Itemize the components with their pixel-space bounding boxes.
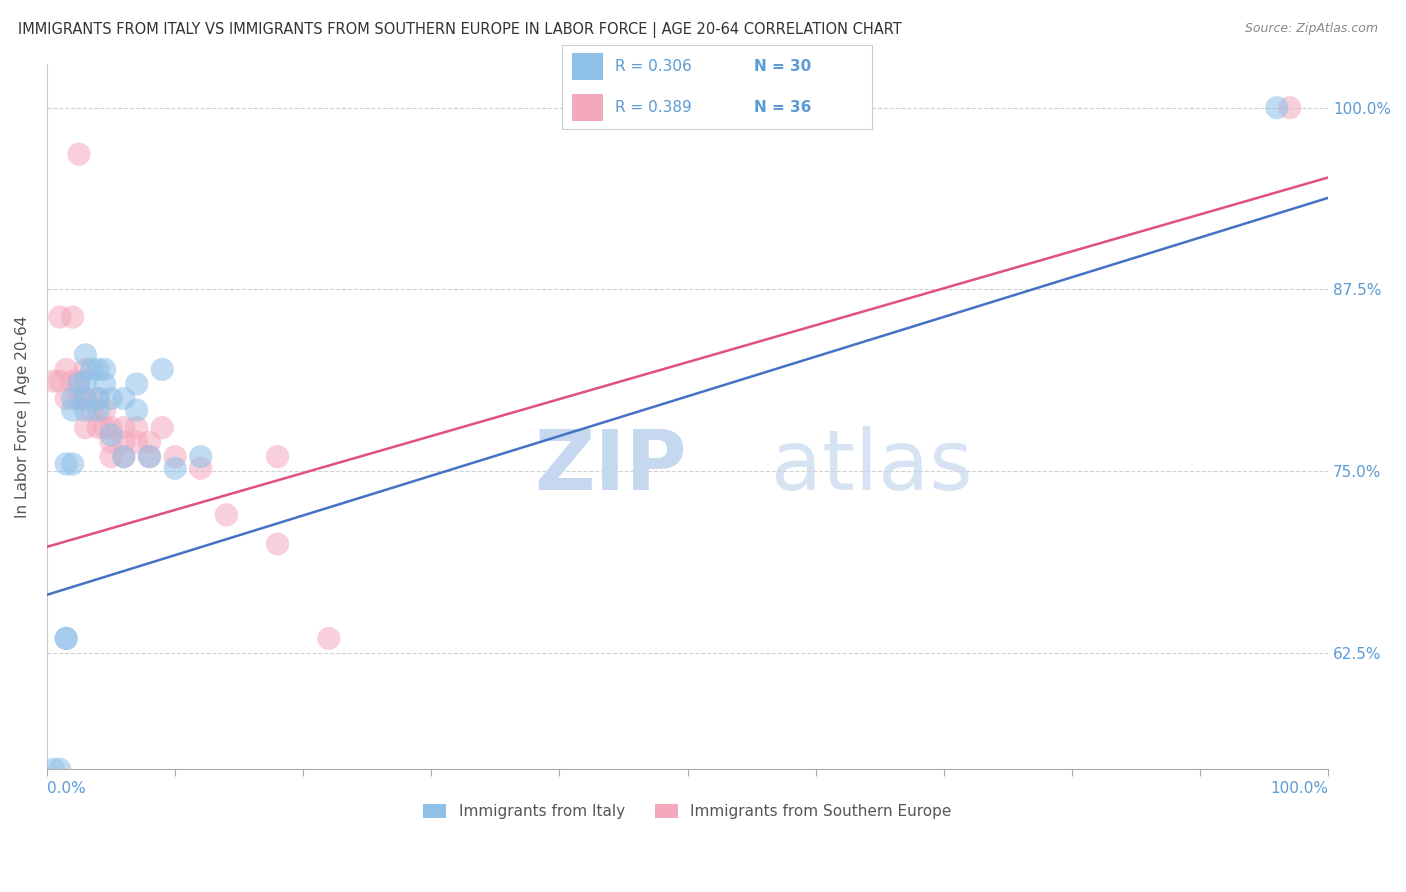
Point bbox=[62, 374, 84, 388]
Point bbox=[55, 457, 77, 471]
Point bbox=[190, 461, 212, 475]
Point bbox=[138, 450, 160, 464]
Point bbox=[93, 403, 115, 417]
Point bbox=[1278, 101, 1301, 115]
Text: R = 0.389: R = 0.389 bbox=[614, 100, 692, 115]
Point bbox=[67, 147, 90, 161]
Text: Source: ZipAtlas.com: Source: ZipAtlas.com bbox=[1244, 22, 1378, 36]
Point bbox=[100, 435, 122, 450]
Point bbox=[87, 392, 110, 406]
Point bbox=[42, 762, 65, 776]
Point bbox=[80, 403, 103, 417]
Point bbox=[75, 392, 97, 406]
Point bbox=[112, 450, 135, 464]
Point bbox=[55, 362, 77, 376]
Point bbox=[87, 403, 110, 417]
Point bbox=[55, 632, 77, 646]
Point bbox=[93, 362, 115, 376]
Point bbox=[165, 450, 187, 464]
Point bbox=[266, 537, 288, 551]
Legend: Immigrants from Italy, Immigrants from Southern Europe: Immigrants from Italy, Immigrants from S… bbox=[418, 797, 957, 825]
Point bbox=[75, 374, 97, 388]
Point bbox=[62, 392, 84, 406]
Point bbox=[112, 435, 135, 450]
Point bbox=[100, 450, 122, 464]
Point bbox=[165, 461, 187, 475]
Point bbox=[62, 310, 84, 324]
Point bbox=[150, 420, 173, 434]
Point bbox=[55, 632, 77, 646]
Point bbox=[67, 392, 90, 406]
Text: IMMIGRANTS FROM ITALY VS IMMIGRANTS FROM SOUTHERN EUROPE IN LABOR FORCE | AGE 20: IMMIGRANTS FROM ITALY VS IMMIGRANTS FROM… bbox=[18, 22, 903, 38]
Point bbox=[75, 420, 97, 434]
Point bbox=[1265, 101, 1288, 115]
Text: 100.0%: 100.0% bbox=[1270, 780, 1329, 796]
Text: N = 36: N = 36 bbox=[754, 100, 811, 115]
Point bbox=[100, 392, 122, 406]
Point bbox=[93, 420, 115, 434]
Point bbox=[125, 376, 148, 391]
Text: 0.0%: 0.0% bbox=[46, 780, 86, 796]
Point bbox=[138, 435, 160, 450]
Point bbox=[100, 420, 122, 434]
Point bbox=[75, 403, 97, 417]
Point bbox=[112, 450, 135, 464]
Point bbox=[49, 310, 72, 324]
Point bbox=[87, 362, 110, 376]
Point bbox=[150, 362, 173, 376]
Point bbox=[318, 632, 340, 646]
Point bbox=[49, 374, 72, 388]
Point bbox=[62, 457, 84, 471]
Point bbox=[55, 392, 77, 406]
Point bbox=[67, 376, 90, 391]
Point bbox=[75, 348, 97, 362]
Point bbox=[67, 374, 90, 388]
Point bbox=[42, 374, 65, 388]
Text: ZIP: ZIP bbox=[534, 425, 686, 507]
Point bbox=[112, 420, 135, 434]
Point bbox=[93, 376, 115, 391]
Point bbox=[62, 403, 84, 417]
Point bbox=[87, 420, 110, 434]
Point bbox=[125, 435, 148, 450]
Point bbox=[75, 362, 97, 376]
Point bbox=[80, 362, 103, 376]
Text: R = 0.306: R = 0.306 bbox=[614, 59, 692, 74]
Point bbox=[125, 403, 148, 417]
Text: atlas: atlas bbox=[770, 425, 973, 507]
Text: N = 30: N = 30 bbox=[754, 59, 811, 74]
Point bbox=[49, 762, 72, 776]
Point bbox=[266, 450, 288, 464]
Point bbox=[190, 450, 212, 464]
Point bbox=[215, 508, 238, 522]
Point bbox=[125, 420, 148, 434]
Point bbox=[112, 392, 135, 406]
Y-axis label: In Labor Force | Age 20-64: In Labor Force | Age 20-64 bbox=[15, 316, 31, 518]
Point bbox=[100, 428, 122, 442]
Point bbox=[87, 392, 110, 406]
Point bbox=[138, 450, 160, 464]
Point bbox=[75, 392, 97, 406]
